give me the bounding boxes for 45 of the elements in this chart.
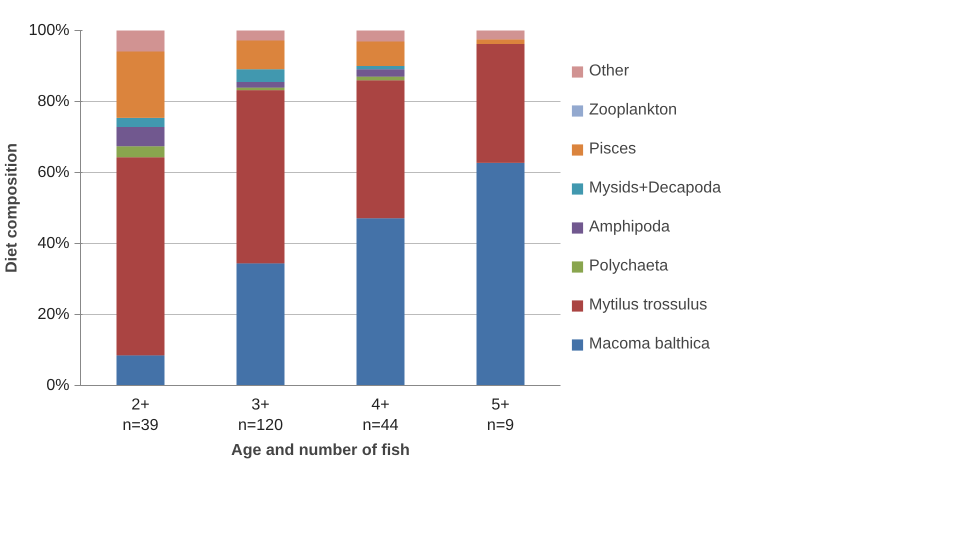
x-tick-label: 5+ n=9 — [486, 396, 514, 434]
x-tick-label: 3+ n=120 — [238, 396, 284, 434]
y-tick-label: 40% — [37, 235, 70, 252]
legend-label: Other — [589, 62, 630, 80]
y-tick-label: 20% — [37, 306, 70, 323]
legend-label: Pisces — [589, 140, 636, 158]
bar — [236, 263, 284, 386]
bar — [476, 39, 524, 44]
bar — [236, 82, 284, 88]
bar — [476, 162, 524, 386]
bar — [116, 146, 164, 158]
legend-label: Amphipoda — [589, 218, 670, 236]
bar — [356, 76, 404, 80]
y-axis-title: Diet composition — [4, 143, 21, 273]
bar — [476, 30, 524, 40]
legend-label: Mysids+Decapoda — [589, 179, 722, 197]
legend-label: Polychaeta — [589, 257, 668, 275]
bar — [116, 127, 164, 146]
y-tick-label: 80% — [37, 93, 70, 110]
legend-label: Mytilus trossulus — [589, 296, 708, 314]
legend-label: Zooplankton — [589, 101, 678, 119]
y-tick-label: 60% — [37, 164, 70, 181]
bar — [116, 157, 164, 356]
bar — [356, 66, 404, 70]
bar — [236, 90, 284, 264]
y-tick-label: 100% — [28, 22, 70, 39]
bar — [356, 30, 404, 42]
bar — [476, 44, 524, 163]
bar — [116, 355, 164, 386]
bar — [356, 80, 404, 218]
y-tick-label: 0% — [46, 377, 70, 394]
x-tick-label: 4+ n=44 — [362, 396, 399, 434]
bar — [116, 30, 164, 52]
bar — [356, 218, 404, 386]
bar — [236, 40, 284, 70]
bar — [236, 30, 284, 40]
bar — [116, 118, 164, 128]
bar — [356, 42, 404, 66]
bar — [356, 69, 404, 77]
x-tick-label: 2+ n=39 — [122, 396, 159, 434]
x-axis-title: Age and number of fish — [231, 442, 410, 459]
bar — [236, 69, 284, 82]
legend-label: Macoma balthica — [589, 335, 710, 353]
bar — [236, 88, 284, 90]
bar — [116, 51, 164, 118]
